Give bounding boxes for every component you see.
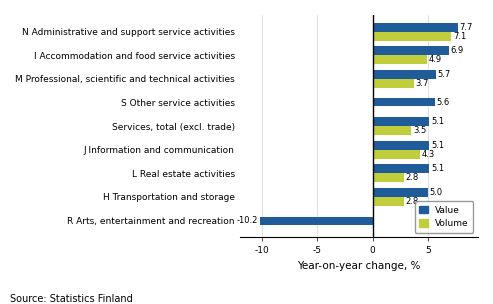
Bar (373, 117, 429, 126)
Bar (373, 150, 421, 159)
Text: 5.1: 5.1 (431, 117, 444, 126)
Text: 4.9: 4.9 (428, 55, 442, 64)
Bar (373, 197, 404, 206)
Legend: Value, Volume: Value, Volume (415, 201, 473, 233)
Bar (373, 141, 429, 150)
Bar (373, 22, 458, 32)
Text: 2.8: 2.8 (405, 173, 419, 182)
Bar (373, 188, 428, 197)
Text: 4.3: 4.3 (422, 150, 435, 159)
Bar (373, 164, 429, 173)
Text: 5.1: 5.1 (431, 164, 444, 173)
Text: 3.5: 3.5 (413, 126, 426, 135)
Bar (260, 216, 373, 225)
Text: 7.1: 7.1 (453, 32, 466, 40)
Bar (373, 46, 449, 55)
Bar (373, 173, 404, 182)
Bar (373, 70, 436, 79)
Text: 5.1: 5.1 (431, 141, 444, 150)
Text: 5.6: 5.6 (436, 98, 450, 107)
Text: -10.2: -10.2 (237, 216, 258, 225)
Bar (373, 32, 452, 40)
Text: 5.7: 5.7 (437, 70, 451, 79)
X-axis label: Year-on-year change, %: Year-on-year change, % (297, 261, 421, 271)
Bar (373, 55, 427, 64)
Text: 6.9: 6.9 (451, 46, 464, 55)
Bar (373, 98, 435, 106)
Text: Source: Statistics Finland: Source: Statistics Finland (10, 294, 133, 304)
Text: 3.7: 3.7 (416, 79, 429, 88)
Bar (373, 79, 414, 88)
Text: 7.7: 7.7 (459, 22, 473, 32)
Text: 2.8: 2.8 (405, 197, 419, 206)
Text: 5.0: 5.0 (430, 188, 443, 197)
Bar (373, 126, 412, 135)
